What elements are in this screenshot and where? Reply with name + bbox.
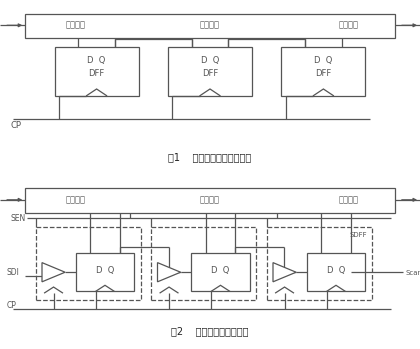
Text: DFF: DFF (315, 69, 331, 79)
Bar (267, 227, 372, 300)
Text: 数据输出: 数据输出 (339, 195, 359, 204)
Text: D  Q: D Q (87, 56, 106, 65)
Text: DFF: DFF (202, 69, 218, 79)
Text: 输入数据: 输入数据 (66, 21, 86, 30)
Bar (151, 227, 256, 300)
Text: SDFF: SDFF (350, 232, 368, 238)
Text: 数据输出: 数据输出 (339, 21, 359, 30)
Bar (76, 253, 134, 291)
Text: Scan_out: Scan_out (405, 269, 420, 276)
Text: D  Q: D Q (201, 56, 219, 65)
Polygon shape (42, 262, 65, 282)
Text: SDI: SDI (6, 268, 19, 277)
Text: D  Q: D Q (96, 266, 114, 275)
Bar (191, 253, 250, 291)
Text: D  Q: D Q (314, 56, 333, 65)
Bar (168, 47, 252, 96)
Bar (25, 188, 395, 213)
Bar (307, 253, 365, 291)
Text: 输入数据: 输入数据 (66, 195, 86, 204)
Text: CP: CP (10, 121, 21, 130)
Bar (55, 47, 139, 96)
Text: 图1    未插入扫描链前的电路: 图1 未插入扫描链前的电路 (168, 152, 252, 162)
Bar (25, 14, 395, 38)
Text: 图2    插入扫描链后的电路: 图2 插入扫描链后的电路 (171, 327, 249, 336)
Bar (36, 227, 141, 300)
Text: 组合电路: 组合电路 (200, 195, 220, 204)
Text: 组合电路: 组合电路 (200, 21, 220, 30)
Bar (281, 47, 365, 96)
Text: D  Q: D Q (211, 266, 230, 275)
Text: SEN: SEN (10, 214, 26, 223)
Polygon shape (158, 262, 181, 282)
Polygon shape (273, 262, 296, 282)
Text: DFF: DFF (89, 69, 105, 79)
Text: CP: CP (6, 301, 16, 310)
Text: D  Q: D Q (327, 266, 345, 275)
